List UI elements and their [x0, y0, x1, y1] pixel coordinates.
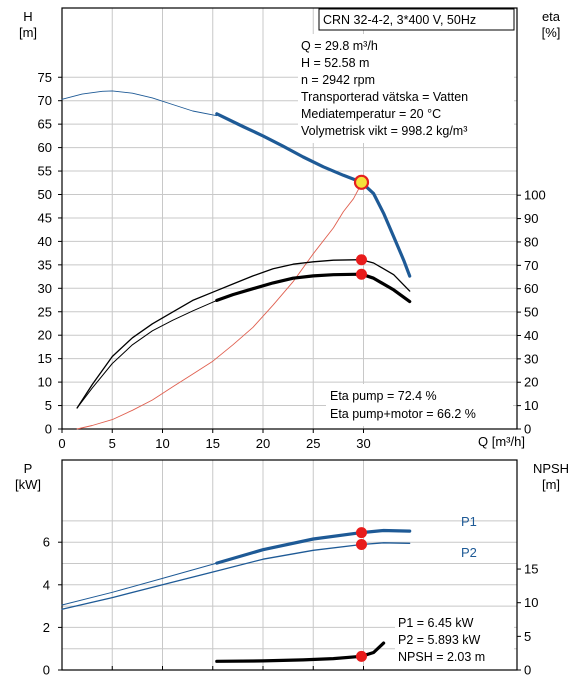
x-tick-label: 30: [356, 436, 370, 451]
y2-tick-label: 90: [524, 211, 538, 226]
npsh-axis-label: NPSH: [533, 461, 569, 476]
p-axis-unit: [kW]: [15, 477, 41, 492]
title-box: [318, 8, 515, 31]
y-tick-label: 45: [38, 210, 52, 225]
info-flow: Q = 29.8 m³/h: [301, 39, 378, 53]
p1-value-text: P1 = 6.45 kW: [398, 616, 474, 630]
y-tick-label: 35: [38, 257, 52, 272]
q-axis-label: Q [m³/h]: [478, 434, 525, 449]
p1-curve-thin: [61, 562, 218, 606]
npsh-value-text: NPSH = 2.03 m: [398, 650, 485, 664]
y2-tick-label: 70: [524, 258, 538, 273]
info-liquid: Transporterad vätska = Vatten: [301, 90, 468, 104]
p1-curve-label: P1: [461, 514, 477, 529]
y2-tick-label: 0: [524, 422, 531, 437]
x-tick-label: 15: [206, 436, 220, 451]
y-tick-label: 70: [38, 93, 52, 108]
y2-tick-label: 50: [524, 305, 538, 320]
eta-marker: [355, 254, 367, 266]
eta-pump-text: Eta pump = 72.4 %: [330, 389, 437, 403]
eta-axis-label: eta: [542, 9, 561, 24]
y-tick-label: 40: [38, 234, 52, 249]
y2-tick-label: 40: [524, 328, 538, 343]
x-tick-label: 0: [58, 436, 65, 451]
npsh-marker: [355, 650, 367, 662]
x-tick-label: 20: [256, 436, 270, 451]
y-tick-label: 0: [45, 422, 52, 437]
p-tick-label: 0: [43, 663, 50, 678]
eta-marker: [355, 268, 367, 280]
p-tick-label: 4: [43, 577, 50, 592]
npsh-tick-label: 5: [524, 629, 531, 644]
p1-curve: [215, 528, 412, 565]
y2-tick-label: 80: [524, 234, 538, 249]
npsh-tick-label: 15: [524, 562, 538, 577]
y-tick-label: 30: [38, 281, 52, 296]
y2-tick-label: 10: [524, 398, 538, 413]
npsh-curve: [215, 641, 386, 663]
eta-pump-motor-curve: [215, 272, 412, 304]
y2-tick-label: 60: [524, 281, 538, 296]
y2-tick-label: 30: [524, 351, 538, 366]
y-tick-label: 25: [38, 304, 52, 319]
p-tick-label: 2: [43, 620, 50, 635]
p-axis-label: P: [24, 461, 33, 476]
info-temperature: Mediatemperatur = 20 °C: [301, 107, 441, 121]
h-axis-unit: [m]: [19, 25, 37, 40]
p2-curve-label: P2: [461, 545, 477, 560]
x-tick-label: 5: [109, 436, 116, 451]
head-curve-thin: [61, 90, 218, 117]
h-axis-label: H: [23, 9, 32, 24]
info-density: Volymetrisk vikt = 998.2 kg/m³: [301, 124, 467, 138]
y-tick-label: 20: [38, 328, 52, 343]
chart-markers: [353, 174, 370, 662]
y-tick-label: 75: [38, 70, 52, 85]
npsh-tick-label: 10: [524, 595, 538, 610]
pump-title: CRN 32-4-2, 3*400 V, 50Hz: [323, 13, 476, 27]
y-tick-label: 10: [38, 375, 52, 390]
x-tick-label: 10: [155, 436, 169, 451]
efficiency-aux-curve: [76, 183, 362, 430]
info-speed: n = 2942 rpm: [301, 73, 375, 87]
bottom-plot-frame: [61, 459, 518, 671]
power-info-box: P1 = 6.45 kW P2 = 5.893 kW NPSH = 2.03 m: [395, 612, 514, 668]
y-tick-label: 60: [38, 140, 52, 155]
npsh-tick-label: 0: [524, 663, 531, 678]
bottom-grid: [62, 460, 517, 670]
operating-point-marker: [353, 174, 370, 190]
chart-series: [61, 90, 412, 663]
y-tick-label: 65: [38, 117, 52, 132]
eta-pump-motor-curve-thin: [76, 299, 218, 409]
axis-ticks: 0510152025303540455055606570750102030405…: [38, 70, 546, 678]
head-curve: [215, 112, 412, 278]
p2-curve: [61, 542, 411, 610]
p2-value-text: P2 = 5.893 kW: [398, 633, 481, 647]
npsh-axis-unit: [m]: [542, 477, 560, 492]
power-marker: [355, 527, 367, 539]
y2-tick-label: 100: [524, 188, 546, 203]
pump-info-box: Q = 29.8 m³/h H = 52.58 m n = 2942 rpm T…: [298, 34, 514, 143]
info-head: H = 52.58 m: [301, 56, 369, 70]
x-tick-label: 25: [306, 436, 320, 451]
y2-tick-label: 20: [524, 375, 538, 390]
power-marker: [355, 539, 367, 551]
y-tick-label: 5: [45, 398, 52, 413]
eta-info-box: Eta pump = 72.4 % Eta pump+motor = 66.2 …: [326, 384, 513, 426]
y-tick-label: 50: [38, 187, 52, 202]
p-tick-label: 6: [43, 535, 50, 550]
y-tick-label: 15: [38, 351, 52, 366]
eta-pump-motor-text: Eta pump+motor = 66.2 %: [330, 407, 476, 421]
y-tick-label: 55: [38, 164, 52, 179]
eta-axis-unit: [%]: [542, 25, 561, 40]
